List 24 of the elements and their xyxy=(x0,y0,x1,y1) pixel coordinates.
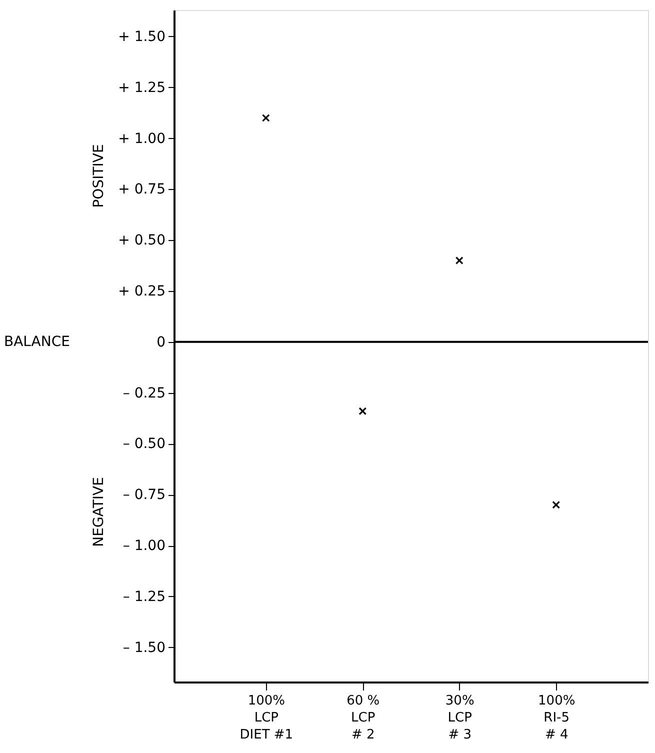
y-tick-label: – 0.75 xyxy=(122,487,166,504)
x-tick-label: 30% LCP # 3 xyxy=(445,694,474,742)
point xyxy=(552,500,560,509)
y-tick-label: + 1.50 xyxy=(118,28,166,45)
y-tick-label: + 0.50 xyxy=(118,232,166,249)
y-tick-label: + 0.75 xyxy=(118,182,166,198)
y-tick-label: – 0.25 xyxy=(122,385,166,402)
y-tick-label: 0 xyxy=(156,334,166,350)
text: POSITIVE xyxy=(91,144,107,208)
y-tick-label: – 0.50 xyxy=(122,436,166,452)
point xyxy=(358,407,367,416)
x-tick-label: 100% LCP DIET #1 xyxy=(240,694,294,742)
y-tick-label: + 0.25 xyxy=(118,284,166,300)
y-tick-label: + 1.25 xyxy=(118,80,166,96)
point xyxy=(455,256,464,264)
y-tick-label: – 1.00 xyxy=(122,538,166,554)
point xyxy=(262,114,270,122)
y-tick-label: – 1.25 xyxy=(122,588,166,605)
text: NEGATIVE xyxy=(91,477,107,547)
y-tick-label: + 1.00 xyxy=(118,130,166,147)
ref-line-label: BALANCE xyxy=(4,334,70,350)
x-tick-label: 100% RI-5 # 4 xyxy=(538,694,576,742)
y-tick-label: – 1.50 xyxy=(122,640,166,656)
x-tick-label: 60 % LCP # 2 xyxy=(346,694,380,742)
